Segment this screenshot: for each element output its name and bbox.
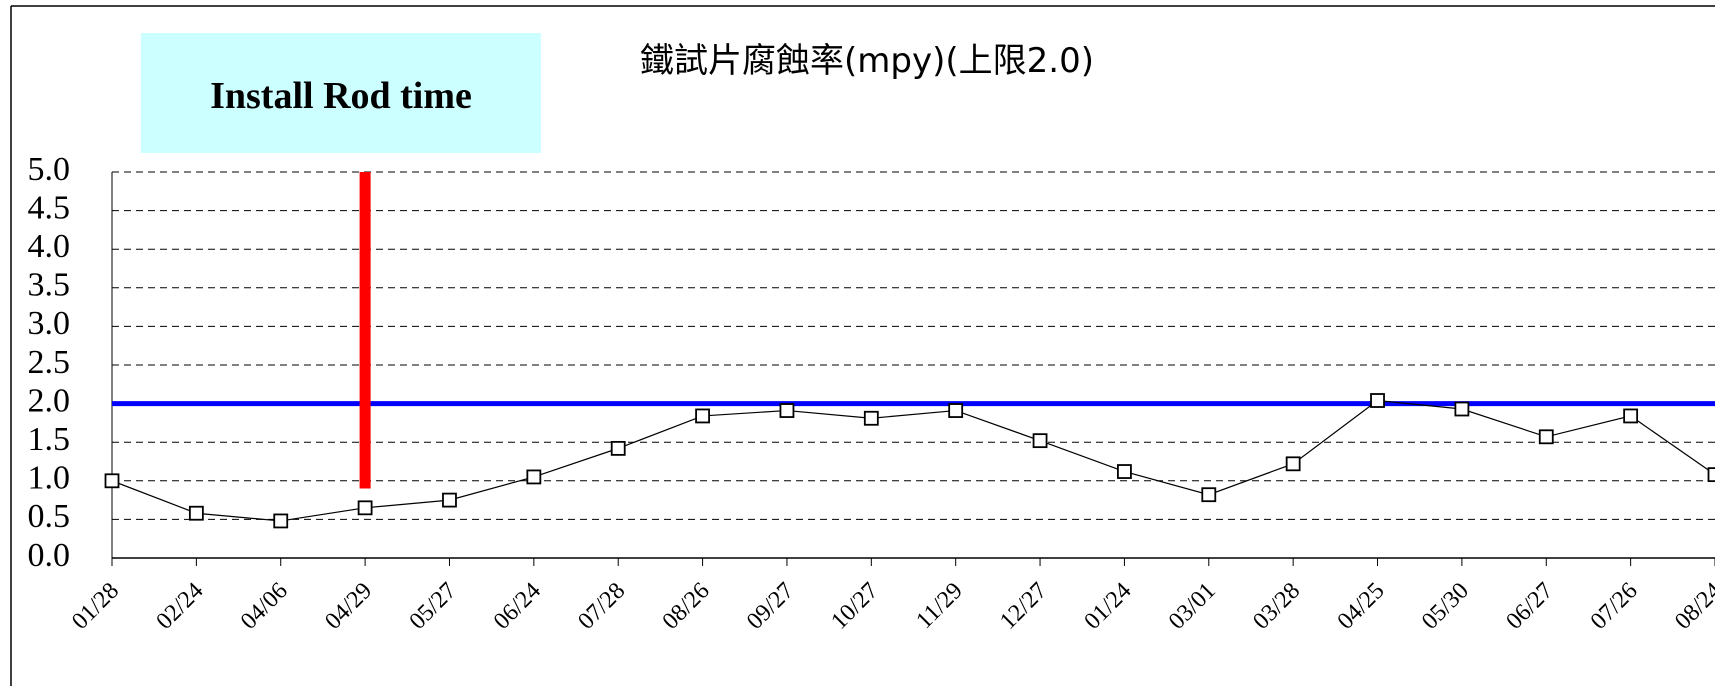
chart-title: 鐵試片腐蝕率(mpy)(上限2.0): [640, 41, 1094, 81]
x-tick-label: 10/27: [826, 578, 883, 635]
x-tick-label: 11/29: [911, 578, 967, 634]
point-marker: [1454, 401, 1470, 417]
y-tick-label: 4.5: [28, 189, 71, 226]
point-marker: [695, 408, 710, 424]
y-tick-label: 3.5: [28, 267, 71, 304]
series-line: [111, 399, 1715, 522]
point-marker: [779, 403, 795, 418]
y-tick-label: 1.5: [28, 421, 71, 458]
x-tick-label: 01/28: [67, 578, 124, 635]
point-marker: [610, 440, 626, 456]
x-tick-label: 01/24: [1080, 578, 1137, 635]
x-tick-label: 12/27: [995, 578, 1052, 635]
y-tick-label: 2.0: [28, 382, 71, 419]
point-marker: [863, 410, 879, 426]
point-marker: [526, 469, 542, 485]
x-tick-label: 06/24: [489, 578, 546, 635]
annotation-box: [141, 33, 541, 153]
point-marker: [1117, 464, 1132, 479]
y-tick-label: 0.0: [28, 537, 71, 574]
point-marker: [948, 403, 964, 418]
y-tick-label: 2.5: [28, 344, 71, 381]
point-marker: [442, 492, 457, 508]
x-tick-label: 08/26: [658, 578, 715, 635]
point-marker: [1538, 429, 1554, 445]
point-marker: [188, 505, 204, 521]
x-tick-label: 03/28: [1248, 578, 1305, 635]
x-tick-label: 08/24: [1670, 578, 1715, 635]
y-tick-label: 4.0: [28, 228, 71, 265]
x-tick-label: 05/30: [1417, 578, 1474, 635]
y-tick-label: 1.0: [28, 460, 71, 497]
point-marker: [1370, 393, 1385, 408]
x-tick-label: 04/29: [320, 578, 377, 635]
x-tick-label: 05/27: [405, 578, 462, 635]
point-marker: [357, 500, 373, 516]
y-tick-label: 0.5: [28, 498, 71, 535]
y-tick-label: 5.0: [28, 151, 71, 188]
point-marker: [1201, 487, 1217, 503]
point-marker: [1623, 408, 1639, 424]
x-tick-label: 04/06: [236, 578, 293, 635]
point-marker: [1032, 433, 1048, 449]
x-tick-label: 03/01: [1164, 578, 1221, 635]
point-marker: [273, 513, 289, 529]
x-tick-label: 07/26: [1586, 578, 1643, 635]
point-marker: [1285, 456, 1301, 472]
x-tick-label: 07/28: [573, 578, 630, 635]
x-tick-label: 09/27: [742, 578, 799, 635]
point-marker: [1707, 467, 1715, 483]
annotation-text: Install Rod time: [210, 75, 472, 117]
x-tick-label: 02/24: [151, 578, 208, 635]
x-tick-label: 06/27: [1501, 578, 1558, 635]
y-tick-label: 3.0: [28, 305, 71, 342]
x-tick-label: 04/25: [1333, 578, 1390, 635]
point-marker: [104, 473, 120, 489]
